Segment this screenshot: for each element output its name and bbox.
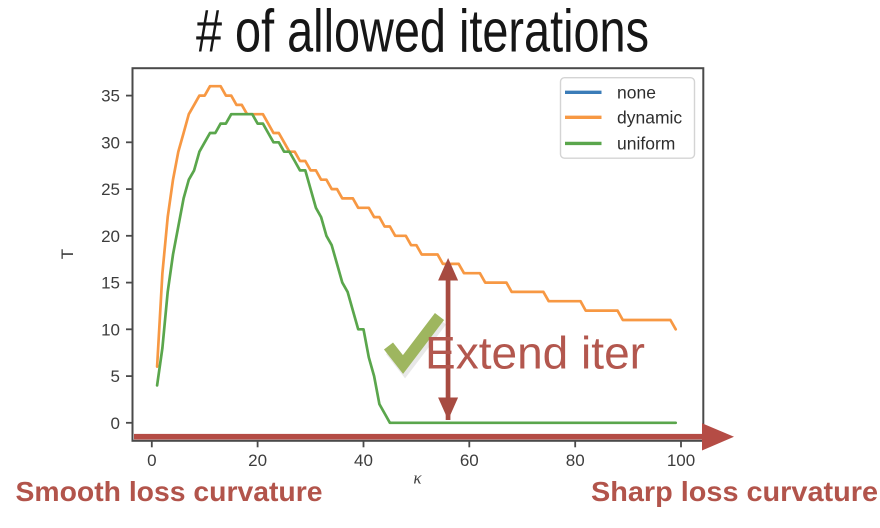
svg-text:0: 0 (111, 414, 120, 433)
svg-text:80: 80 (566, 451, 585, 470)
svg-text:κ: κ (413, 469, 422, 488)
svg-text:Extend iter: Extend iter (425, 328, 645, 379)
svg-text:100: 100 (667, 451, 695, 470)
svg-text:40: 40 (354, 451, 373, 470)
svg-text:25: 25 (101, 180, 120, 199)
svg-text:60: 60 (460, 451, 479, 470)
svg-text:Smooth loss curvature: Smooth loss curvature (16, 476, 323, 507)
svg-text:5: 5 (111, 367, 120, 386)
svg-text:dynamic: dynamic (617, 108, 682, 128)
svg-text:20: 20 (248, 451, 267, 470)
svg-text:10: 10 (101, 320, 120, 339)
svg-text:15: 15 (101, 274, 120, 293)
svg-text:30: 30 (101, 133, 120, 152)
svg-text:20: 20 (101, 227, 120, 246)
svg-text:uniform: uniform (617, 134, 675, 154)
svg-text:Sharp loss curvature: Sharp loss curvature (591, 476, 878, 507)
svg-text:35: 35 (101, 87, 120, 106)
svg-text:# of allowed iterations: # of allowed iterations (196, 0, 649, 65)
svg-text:0: 0 (147, 451, 156, 470)
svg-text:none: none (617, 83, 656, 103)
svg-text:T: T (58, 249, 77, 259)
